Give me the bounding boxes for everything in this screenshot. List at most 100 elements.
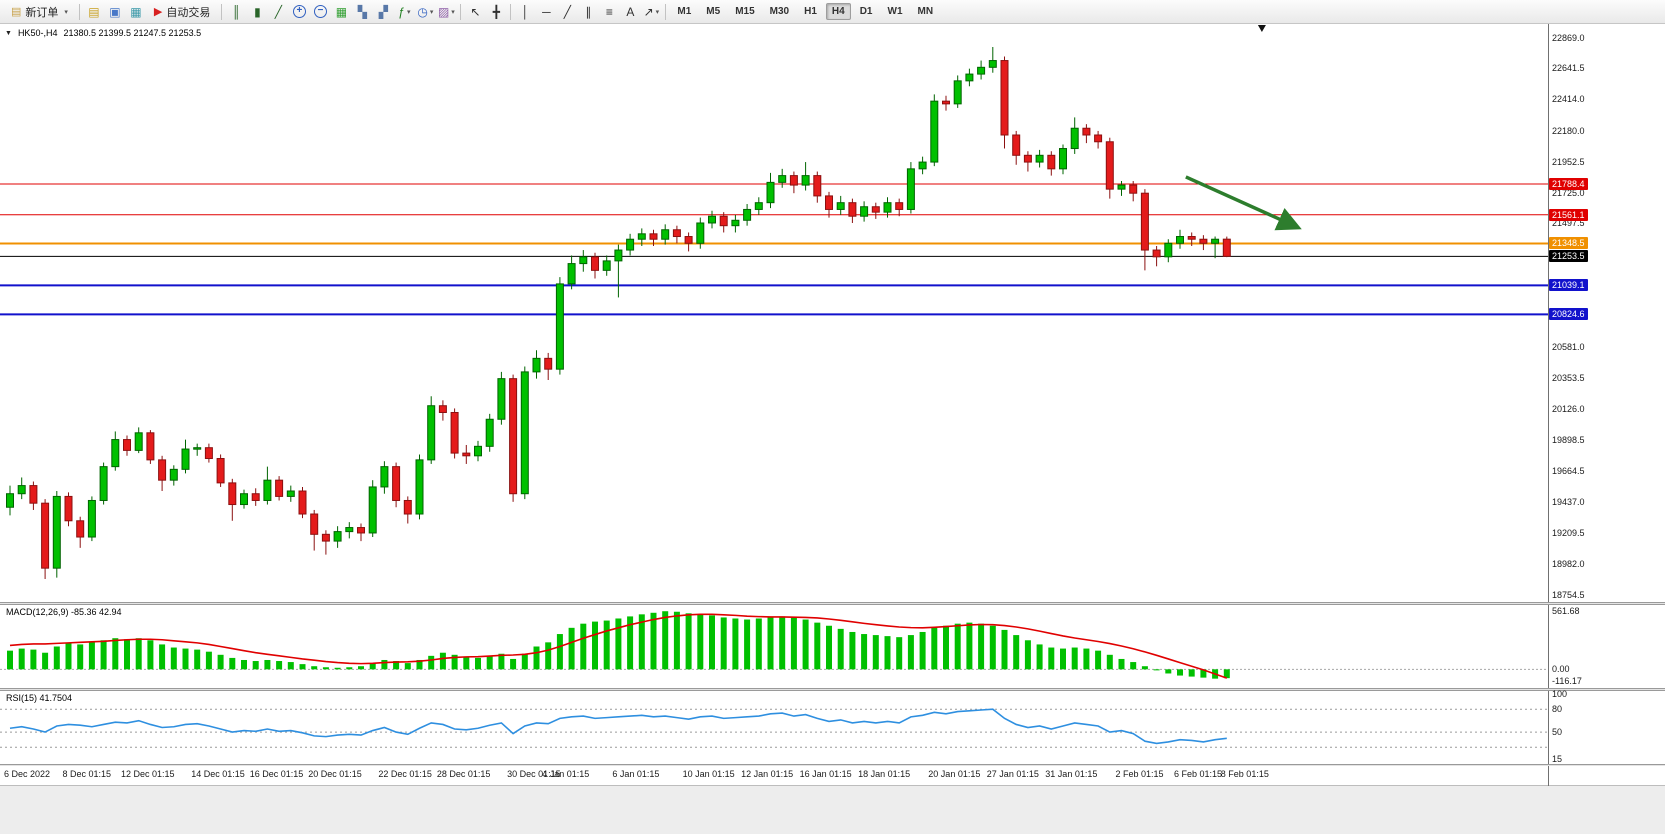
crosshair-icon[interactable]: ╋: [486, 2, 506, 21]
macd-bar: [1200, 669, 1207, 678]
timeframe-h4[interactable]: H4: [825, 3, 851, 20]
cursor-icon[interactable]: ↖: [465, 2, 485, 21]
candle-body: [1152, 249, 1161, 258]
arrow-object-icon[interactable]: ↗ ▾: [641, 2, 661, 21]
vertical-line-icon[interactable]: │: [515, 2, 535, 21]
macd-bar: [252, 661, 259, 670]
macd-bar: [1141, 666, 1148, 670]
timeframe-d1[interactable]: D1: [859, 6, 873, 17]
candle-body: [1164, 242, 1173, 258]
tile-windows-icon[interactable]: ▦: [331, 2, 351, 21]
terminal-window-icon[interactable]: ▦: [126, 2, 146, 21]
zoom-in-icon[interactable]: +: [289, 2, 309, 21]
macd-chart[interactable]: [0, 605, 1548, 688]
macd-bar: [229, 657, 236, 670]
new-order-button[interactable]: ▤ 新订单 ▾: [4, 1, 75, 23]
auto-trading-button[interactable]: ▶ 自动交易: [147, 1, 217, 23]
candle-body: [614, 249, 623, 262]
candle-body: [684, 236, 693, 244]
candlestick-chart-icon: ▮: [254, 4, 261, 19]
candle-body: [333, 531, 342, 542]
macd-bar: [381, 659, 388, 670]
auto-trading-icon: ▶: [153, 6, 163, 18]
panel-splitter-rsi[interactable]: [0, 688, 1665, 691]
timeframe-h1[interactable]: H1: [804, 6, 817, 17]
macd-bar: [510, 658, 517, 670]
macd-bar: [416, 659, 423, 670]
bar-chart-icon[interactable]: ║: [226, 2, 246, 21]
macd-bar: [1177, 669, 1183, 676]
time-axis-strip[interactable]: [0, 766, 1665, 786]
price-line-label: 20824.6: [1549, 308, 1588, 321]
chart-canvas[interactable]: [0, 24, 1665, 766]
new-chart-icon[interactable]: ▤: [84, 2, 104, 21]
macd-bar: [88, 642, 95, 670]
chart-shift-icon[interactable]: ▞: [373, 2, 393, 21]
candle-body: [848, 202, 857, 217]
chart-expand-toggle[interactable]: ▼: [5, 29, 12, 37]
candle-body: [1059, 148, 1067, 170]
timeframe-m30[interactable]: M30: [769, 6, 790, 17]
macd-bar: [521, 653, 528, 670]
timeframe-m1[interactable]: M1: [677, 6, 692, 17]
panel-splitter-macd[interactable]: [0, 602, 1665, 605]
trendline-icon[interactable]: ╱: [557, 2, 577, 21]
timeframe-w1[interactable]: W1: [887, 6, 903, 17]
macd-bar: [556, 634, 563, 670]
trend-arrow-object[interactable]: [1185, 175, 1302, 231]
candle-body: [567, 263, 576, 285]
periods-clock-icon[interactable]: ◷ ▾: [415, 2, 435, 21]
candle-body: [321, 533, 330, 542]
macd-bar: [1048, 647, 1055, 670]
candle-body: [263, 479, 272, 501]
macd-bar: [861, 634, 868, 670]
templates-icon[interactable]: ▨ ▾: [436, 2, 456, 21]
macd-bar: [1188, 669, 1195, 677]
macd-bar: [592, 621, 598, 670]
zoom-out-icon: −: [313, 5, 327, 18]
macd-bar: [264, 659, 271, 670]
macd-bar: [194, 649, 201, 670]
candle-body: [708, 215, 716, 224]
candle-body: [6, 493, 14, 508]
terminal-window-icon: ▦: [130, 4, 142, 19]
horizontal-line-icon[interactable]: ─: [536, 2, 556, 21]
candlestick-chart[interactable]: [0, 24, 1548, 602]
candle-body: [801, 175, 810, 186]
macd-bar: [755, 618, 762, 670]
macd-bar: [896, 637, 903, 670]
trendline-icon: ╱: [563, 4, 571, 19]
profiles-icon[interactable]: ▣: [105, 2, 125, 21]
zoom-out-icon[interactable]: −: [310, 2, 330, 21]
macd-bar: [615, 618, 622, 670]
candlestick-chart-icon[interactable]: ▮: [247, 2, 267, 21]
candle-body: [520, 371, 529, 495]
text-label-icon[interactable]: A: [620, 2, 640, 21]
candle-body: [497, 378, 506, 420]
macd-bar: [779, 616, 786, 670]
candle-body: [965, 73, 974, 82]
candle-body: [1187, 236, 1196, 240]
channel-icon[interactable]: ∥: [578, 2, 598, 21]
rsi-line: [9, 708, 1227, 745]
auto-arrange-icon[interactable]: ▚: [352, 2, 372, 21]
macd-bar: [30, 649, 37, 670]
time-tick: 20 Dec 01:15: [308, 769, 362, 779]
candle-body: [930, 100, 939, 163]
time-tick: 18 Jan 01:15: [858, 769, 911, 779]
time-tick: 14 Dec 01:15: [191, 769, 245, 779]
chart-title-overlay: ▼ HK50-,H4 21380.5 21399.5 21247.5 21253…: [5, 28, 201, 38]
candle-body: [836, 202, 845, 210]
rsi-chart[interactable]: [0, 691, 1548, 764]
price-line-label: 21788.4: [1549, 177, 1588, 190]
line-chart-icon[interactable]: ╱: [268, 2, 288, 21]
timeframe-m15[interactable]: M15: [735, 6, 755, 17]
chart-symbol-title: HK50-,H4: [17, 28, 58, 38]
fibonacci-icon[interactable]: ≡: [599, 2, 619, 21]
timeframe-m5[interactable]: M5: [706, 6, 721, 17]
rsi-axis-tick: 100: [1552, 689, 1568, 700]
candle-body: [672, 229, 681, 238]
zoom-in-icon: +: [292, 5, 306, 18]
indicators-icon[interactable]: ƒ ▾: [394, 2, 414, 21]
timeframe-mn[interactable]: MN: [917, 6, 934, 17]
